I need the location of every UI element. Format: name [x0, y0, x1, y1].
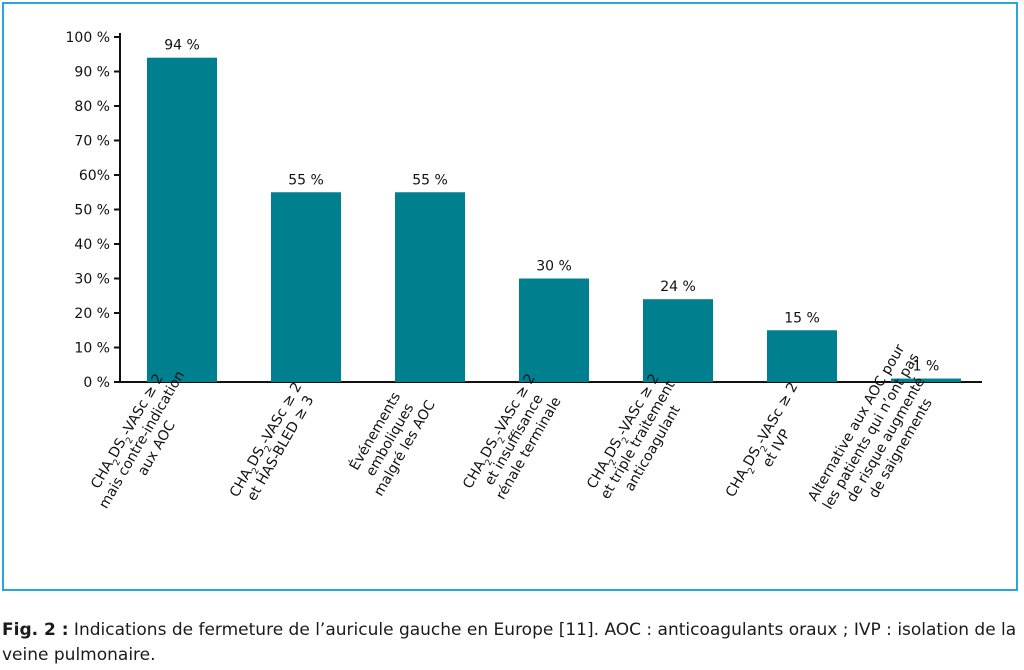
category-label-text: CHA2DS2-VASc ≥ 2et insuffisancerénale te…	[460, 371, 568, 508]
figure-frame: 0 % 10 % 20 % 30 % 40 % 50 % 60% 70 % 80 % 90 % 10…	[2, 2, 1018, 591]
category-label: CHA2DS2-VASc ≥ 2et HAS-BLED ≥ 3	[227, 380, 320, 509]
caption-text: Indications de fermeture de l’auricule g…	[2, 620, 1017, 665]
y-tick-label: 100 %	[66, 30, 110, 46]
bar	[395, 192, 465, 382]
y-tick-label: 70 %	[74, 134, 110, 150]
bar	[271, 192, 341, 382]
data-label: 1 %	[913, 359, 940, 375]
category-label: CHA2DS2-VASc ≥ 2et IVP	[723, 380, 816, 509]
bar	[643, 299, 713, 382]
category-label: CHA2DS2-VASc ≥ 2et insuffisancerénale te…	[460, 371, 568, 508]
figure-caption: Fig. 2 : Indications de fermeture de l’a…	[2, 618, 1020, 668]
data-label: 24 %	[660, 279, 696, 295]
y-tick-label: 20 %	[74, 306, 110, 322]
category-label-text: Événementsemboliquesmalgré les AOC	[341, 380, 439, 499]
y-tick-label: 0 %	[83, 375, 110, 391]
bar	[891, 378, 961, 382]
data-label: 15 %	[784, 310, 820, 326]
category-label-text: CHA2DS2-VASc ≥ 2et triple traitementanti…	[583, 369, 694, 510]
y-tick-label: 40 %	[74, 237, 110, 253]
y-tick-label: 80 %	[74, 99, 110, 115]
y-tick-label: 10 %	[74, 341, 110, 357]
bar	[767, 330, 837, 382]
bar	[147, 57, 217, 382]
caption-label: Fig. 2 :	[2, 620, 69, 640]
bar	[519, 278, 589, 382]
data-label: 55 %	[412, 172, 448, 188]
category-label: CHA2DS2-VASc ≥ 2et triple traitementanti…	[583, 369, 694, 510]
y-tick-label: 90 %	[74, 65, 110, 81]
category-label-text: CHA2DS2-VASc ≥ 2et IVP	[723, 380, 816, 509]
data-label: 55 %	[288, 172, 324, 188]
y-tick-label: 30 %	[74, 272, 110, 288]
data-label: 30 %	[536, 259, 572, 275]
category-label: Événementsemboliquesmalgré les AOC	[341, 380, 439, 499]
bar-chart: 0 % 10 % 20 % 30 % 40 % 50 % 60% 70 % 80 % 90 % 10…	[66, 30, 982, 512]
y-tick-label: 50 %	[74, 203, 110, 219]
category-label-text: CHA2DS2-VASc ≥ 2et HAS-BLED ≥ 3	[227, 380, 320, 509]
data-label: 94 %	[164, 38, 200, 54]
y-tick-label: 60%	[79, 168, 110, 184]
category-label-line: CHA2DS2-VASc ≥ 2	[723, 380, 805, 502]
